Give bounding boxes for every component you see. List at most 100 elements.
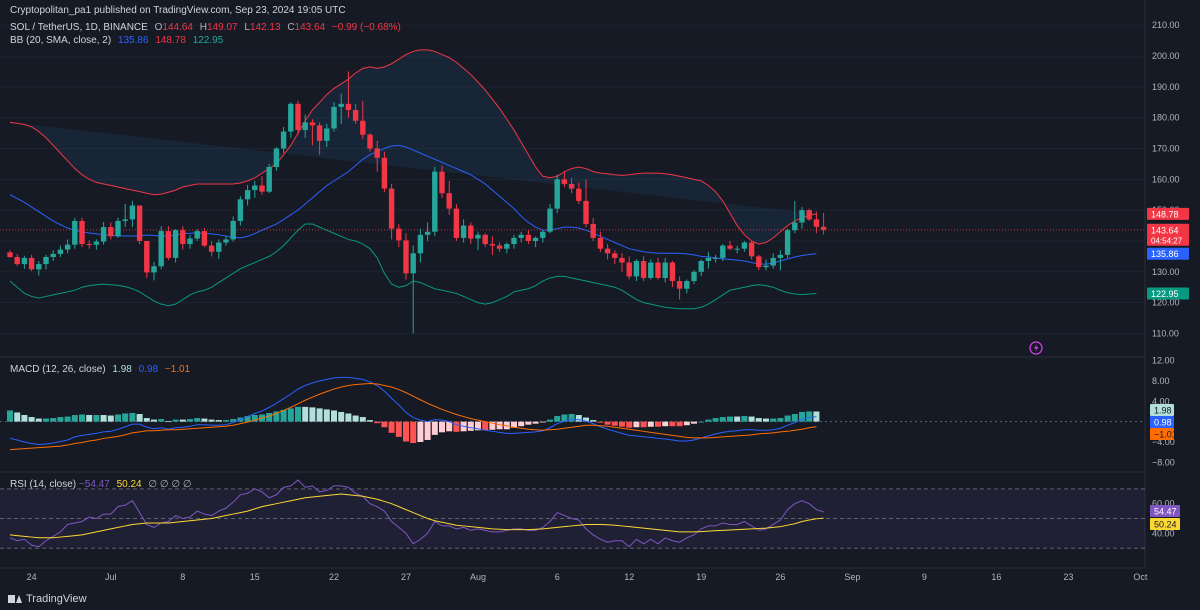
macd-histogram-bar (547, 419, 553, 422)
macd-label[interactable]: MACD (12, 26, close) (10, 364, 106, 375)
bb-legend[interactable]: BB (20, SMA, close, 2) 135.86 148.78 122… (10, 35, 227, 46)
rsi-ma-value: 50.24 (116, 479, 142, 490)
bb-lower-value: 122.95 (192, 35, 224, 46)
time-axis-label: 19 (696, 572, 706, 582)
candle-body (590, 224, 596, 238)
macd-axis-tick-label: −8.00 (1152, 457, 1175, 467)
time-axis-label: 9 (922, 572, 927, 582)
candle-body (280, 131, 287, 149)
price-axis-tick-label: 200.00 (1152, 51, 1180, 61)
price-axis-tick-label: 160.00 (1152, 174, 1180, 184)
macd-histogram-bar (244, 416, 251, 422)
macd-legend[interactable]: MACD (12, 26, close) 1.98 0.98 −1.01 (10, 364, 194, 375)
candle-body (655, 262, 661, 278)
macd-histogram-bar (57, 417, 64, 422)
publisher-line: Cryptopolitan_pa1 published on TradingVi… (10, 5, 350, 16)
macd-histogram-bar (93, 415, 100, 422)
time-axis-label: 16 (991, 572, 1001, 582)
macd-histogram-bar (424, 421, 431, 440)
rsi-value: 54.47 (84, 479, 110, 490)
macd-histogram-bar (395, 421, 402, 437)
macd-histogram-bar (439, 421, 445, 433)
candle-body (122, 219, 128, 221)
time-axis-label: 12 (624, 572, 634, 582)
candle-body (237, 199, 244, 221)
time-axis-label: 23 (1063, 572, 1073, 582)
bb-band-fill (10, 49, 817, 245)
price-axis-tick-label: 130.00 (1152, 267, 1180, 277)
macd-histogram-bar (683, 421, 690, 426)
candle-body (79, 220, 85, 245)
macd-histogram-bar (287, 408, 294, 422)
candle-body (691, 271, 697, 282)
macd-histogram-bar (208, 419, 215, 422)
macd-histogram-bar (187, 419, 193, 422)
macd-histogram-bar (518, 421, 525, 427)
candle-body (136, 205, 143, 241)
macd-histogram-bar (655, 421, 661, 427)
candle-body (669, 262, 676, 282)
change-value: −0.99 (−0.68%) (331, 22, 401, 33)
candle-body (540, 231, 546, 238)
candle-body (338, 103, 344, 107)
candle-body (511, 237, 517, 245)
macd-histogram-bar (590, 420, 597, 422)
candle-body (604, 248, 611, 254)
candle-body (633, 261, 640, 277)
low-label: L (244, 22, 250, 33)
candle-body (324, 128, 330, 141)
macd-signal-tag-bg (1150, 428, 1174, 440)
candle-body (684, 281, 690, 289)
bb-basis-price-tag-bg (1147, 247, 1189, 260)
candle-body (273, 148, 280, 168)
macd-histogram-bar (568, 414, 575, 422)
candle-body (518, 234, 524, 238)
macd-histogram-bar (799, 411, 805, 422)
macd-axis-tick-label: 4.00 (1152, 396, 1170, 406)
macd-axis-tick-label: −4.00 (1152, 437, 1175, 447)
candle-body (21, 257, 28, 265)
rsi-value-tag-bg (1150, 505, 1180, 517)
macd-histogram-bar (446, 421, 453, 432)
symbol-name[interactable]: SOL / TetherUS, 1D, BINANCE (10, 22, 148, 33)
macd-histogram-bar (79, 414, 85, 422)
macd-histogram-bar (359, 417, 366, 422)
rsi-axis-tick-label: 40.00 (1152, 528, 1175, 538)
macd-histogram-bar (86, 415, 93, 422)
macd-histogram-bar (129, 412, 136, 422)
macd-histogram-bar (431, 421, 438, 435)
rsi-legend[interactable]: RSI (14, close) −54.47 50.24 ∅ ∅ ∅ ∅ (10, 479, 196, 490)
candle-body (496, 245, 503, 249)
time-axis-label: 8 (180, 572, 185, 582)
candle-body (676, 281, 683, 289)
candle-body (770, 257, 776, 266)
candle-body (388, 188, 395, 229)
macd-histogram-bar (575, 415, 582, 422)
price-axis-tick-label: 110.00 (1152, 328, 1179, 338)
macd-histogram-bar (388, 421, 395, 433)
rsi-label[interactable]: RSI (14, close) (10, 479, 77, 490)
close-label: C (287, 22, 295, 33)
candle-body (144, 240, 150, 273)
bb-label[interactable]: BB (20, SMA, close, 2) (10, 35, 112, 46)
candle-body (417, 234, 424, 254)
time-axis-label: 27 (401, 572, 411, 582)
candle-body (331, 106, 337, 129)
macd-histogram-bar (662, 421, 669, 427)
candle-body (43, 256, 49, 265)
candle-body (259, 185, 265, 192)
candle-body (468, 225, 474, 239)
macd-histogram-bar (619, 421, 625, 427)
macd-hist-value: 1.98 (112, 364, 132, 375)
candle-body (619, 257, 625, 263)
macd-histogram-bar (223, 420, 229, 422)
rsi-line (9, 479, 824, 548)
candle-body (57, 249, 64, 254)
macd-histogram-bar (295, 406, 301, 422)
tradingview-logo[interactable]: TradingView (8, 593, 87, 605)
high-label: H (199, 22, 207, 33)
macd-histogram-bar (532, 421, 539, 424)
candle-body (698, 261, 704, 272)
symbol-legend[interactable]: SOL / TetherUS, 1D, BINANCE O144.64 H149… (10, 22, 405, 33)
